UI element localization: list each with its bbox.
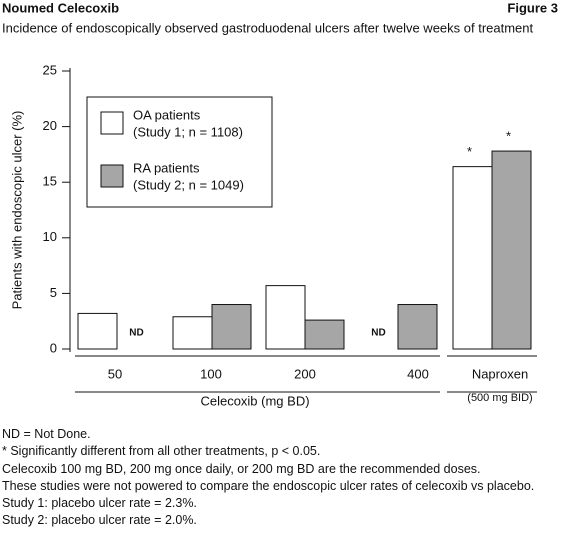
- y-tick-label: 0: [50, 340, 57, 355]
- legend-detail: (Study 1; n = 1108): [133, 124, 243, 139]
- bar: [265, 285, 306, 350]
- x-tick-label: 50: [108, 366, 122, 381]
- y-tick-label: 10: [43, 229, 57, 244]
- bar: [77, 312, 118, 350]
- footnote: Celecoxib 100 mg BD, 200 mg once daily, …: [2, 461, 481, 476]
- y-tick-label: 25: [43, 62, 57, 77]
- footnote: Study 2: placebo ulcer rate = 2.0%.: [2, 513, 197, 528]
- bar: [211, 304, 252, 350]
- x-tick-label: 400: [407, 366, 429, 381]
- significance-marker: *: [467, 144, 472, 159]
- legend-swatch: [100, 164, 124, 188]
- bar: [172, 316, 213, 350]
- y-axis-label: Patients with endoscopic ulcer (%): [9, 111, 24, 310]
- legend-label: OA patients: [133, 107, 201, 122]
- bar: [452, 166, 493, 350]
- x-tick-label: 200: [294, 366, 316, 381]
- x-tick-note: (500 mg BID): [467, 392, 532, 404]
- bar: [304, 319, 345, 350]
- x-axis-label: Celecoxib (mg BD): [200, 393, 309, 408]
- brand: Noumed Celecoxib: [2, 0, 119, 15]
- legend-swatch: [100, 111, 124, 135]
- significance-marker: *: [506, 129, 511, 144]
- y-tick-label: 20: [43, 118, 57, 133]
- y-tick-label: 5: [50, 285, 57, 300]
- figure-label: Figure 3: [507, 0, 558, 15]
- value-label: ND: [129, 328, 143, 339]
- footnote: These studies were not powered to compar…: [2, 478, 535, 493]
- footnote: ND = Not Done.: [2, 427, 91, 441]
- bar: [397, 304, 438, 350]
- chart-title: Incidence of endoscopically observed gas…: [2, 20, 534, 35]
- chart: Noumed Celecoxib Figure 3 Incidence of e…: [2, 0, 558, 408]
- value-label: ND: [371, 328, 385, 339]
- bar: [491, 150, 532, 350]
- footnotes: ND = Not Done. * Significantly different …: [2, 426, 558, 530]
- legend-label: RA patients: [133, 160, 200, 175]
- footnote: Study 1: placebo ulcer rate = 2.3%.: [2, 496, 197, 511]
- y-tick-label: 15: [43, 174, 57, 189]
- x-tick-label: Naproxen: [472, 366, 528, 381]
- x-tick-label: 100: [200, 366, 222, 381]
- footnote: * Significantly different from all other…: [2, 444, 321, 459]
- legend-detail: (Study 2; n = 1049): [133, 177, 244, 192]
